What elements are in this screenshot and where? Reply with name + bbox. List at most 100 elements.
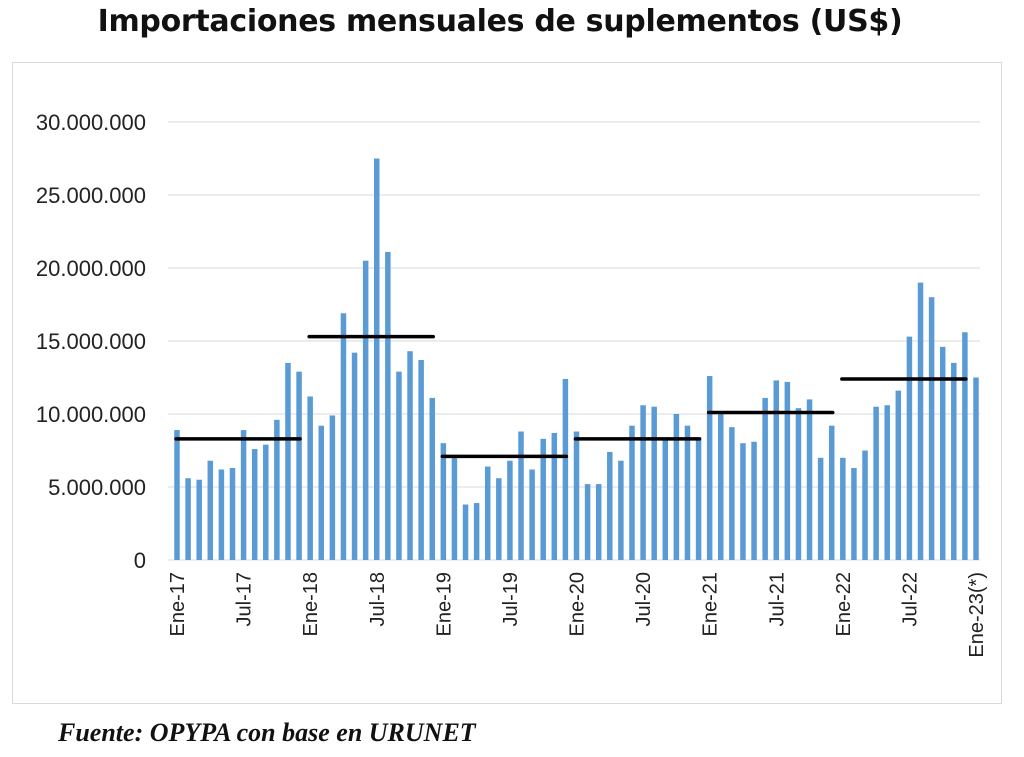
bar (362, 260, 369, 560)
bar (629, 425, 635, 560)
bar (329, 415, 336, 560)
bar (496, 478, 502, 560)
bar (407, 351, 413, 560)
bar (718, 414, 724, 560)
bar (263, 444, 269, 560)
x-tick-label: Ene-22 (833, 572, 855, 637)
bar (385, 251, 391, 560)
bar (507, 460, 513, 560)
bar (873, 406, 879, 560)
bar (562, 378, 569, 560)
bar (429, 397, 435, 560)
bar (828, 425, 835, 560)
bar (451, 457, 458, 560)
bar (951, 362, 957, 560)
y-axis-ticks: 0 5.000.000 10.000.000 15.000.000 20.000.000… (36, 110, 146, 573)
bar (573, 431, 580, 560)
bar (529, 469, 535, 560)
x-tick-label: Jul-21 (766, 572, 788, 626)
bar (618, 460, 624, 560)
bar (473, 503, 480, 560)
bar (784, 381, 791, 560)
bar (251, 449, 258, 560)
bar (684, 425, 691, 560)
y-tick-label: 0 (134, 548, 146, 573)
x-axis-ticks: Ene-17 Jul-17 Ene-18 Jul-18 Ene-19 Jul-19 Ene-… (167, 572, 988, 658)
bar (307, 396, 313, 560)
bar (884, 405, 890, 560)
bar (196, 479, 202, 560)
bar (651, 406, 657, 560)
x-tick-label: Jul-20 (633, 572, 655, 626)
bar (418, 359, 424, 560)
x-tick-label: Jul-18 (367, 572, 389, 626)
bar (296, 371, 302, 560)
bar (851, 468, 857, 560)
y-tick-label: 15.000.000 (36, 329, 146, 354)
x-tick-label: Jul-17 (234, 572, 256, 626)
bar (895, 390, 902, 560)
y-tick-label: 5.000.000 (48, 475, 146, 500)
bar (440, 443, 447, 560)
bar (396, 371, 402, 560)
bar (928, 297, 935, 560)
x-tick-label: Jul-19 (500, 572, 522, 626)
bar (374, 158, 380, 560)
bar (973, 377, 979, 560)
x-tick-label: Ene-18 (300, 572, 322, 637)
x-tick-label: Ene-17 (167, 572, 189, 637)
bar (795, 408, 802, 560)
bar (773, 380, 779, 560)
bar (939, 346, 946, 560)
bar (962, 332, 968, 560)
bar (551, 432, 558, 560)
bar (862, 450, 868, 560)
bar (607, 451, 613, 560)
bar (662, 440, 669, 560)
x-tick-label: Ene-20 (567, 572, 589, 637)
y-tick-label: 10.000.000 (36, 402, 146, 427)
x-tick-label: Ene-23(*) (966, 572, 988, 658)
bar (840, 457, 846, 560)
bar (762, 397, 768, 560)
bar (640, 405, 646, 560)
bar (229, 468, 236, 560)
bar (706, 376, 713, 560)
chart-title: Importaciones mensuales de suplementos (… (97, 4, 903, 39)
bar (318, 425, 325, 560)
bar (595, 484, 602, 560)
y-tick-label: 20.000.000 (36, 256, 146, 281)
bar (729, 427, 735, 560)
bar (174, 430, 180, 560)
bar (751, 441, 757, 560)
bar (462, 504, 469, 560)
bar (351, 352, 358, 560)
chart-frame (12, 62, 1002, 704)
bar (185, 478, 191, 560)
bar (540, 438, 546, 560)
bar (584, 484, 591, 560)
bar (240, 430, 247, 560)
bar (906, 336, 913, 560)
bar (806, 399, 813, 560)
bar (518, 431, 524, 560)
bar (274, 419, 280, 560)
average-lines (174, 334, 968, 459)
bar (484, 466, 491, 560)
y-tick-label: 25.000.000 (36, 183, 146, 208)
bar (695, 437, 702, 560)
x-tick-label: Jul-22 (899, 572, 921, 626)
bar (340, 313, 347, 560)
bar (285, 362, 291, 560)
x-tick-label: Ene-19 (433, 572, 455, 637)
bar (218, 469, 225, 560)
bar (817, 457, 824, 560)
x-tick-label: Ene-21 (700, 572, 722, 637)
bars (174, 158, 979, 560)
bar (917, 282, 924, 560)
source-note: Fuente: OPYPA con base en URUNET (58, 718, 476, 747)
bar (673, 414, 680, 560)
y-tick-label: 30.000.000 (36, 110, 146, 135)
bar (740, 443, 746, 560)
